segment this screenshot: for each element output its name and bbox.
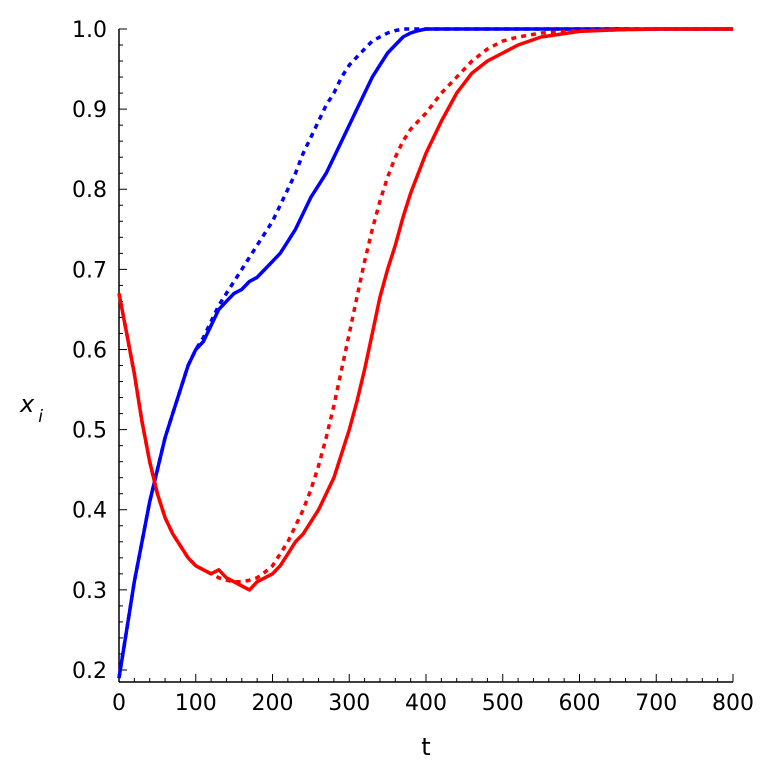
y-tick-label: 0.3 <box>72 579 107 604</box>
x-tick-label: 200 <box>252 691 294 716</box>
x-tick-label: 0 <box>112 691 126 716</box>
x-axis-title: t <box>421 733 430 761</box>
x-tick-label: 100 <box>175 691 217 716</box>
x-tick-label: 500 <box>482 691 524 716</box>
y-tick-label: 0.7 <box>72 258 107 283</box>
y-tick-label: 0.2 <box>72 659 107 684</box>
y-axis-title-subscript: i <box>38 407 43 427</box>
y-tick-label: 1.0 <box>72 18 107 43</box>
x-tick-label: 800 <box>712 691 754 716</box>
series-line-blue-solid <box>117 27 733 679</box>
x-tick-label: 400 <box>405 691 447 716</box>
y-tick-label: 0.8 <box>72 178 107 203</box>
y-tick-label: 0.6 <box>72 338 107 363</box>
axes-layer: 0 100 200 300 400 500 600 700 800 0.2 0.3 0.4 0.5 0.6… <box>72 18 754 716</box>
series-layer <box>117 27 733 679</box>
x-tick-label: 700 <box>635 691 677 716</box>
y-tick-label: 0.5 <box>72 419 107 444</box>
series-line-red-solid <box>117 27 733 592</box>
series-line-red-dotted <box>117 27 733 584</box>
y-axis-title-main: x <box>19 390 35 418</box>
x-tick-label: 300 <box>328 691 370 716</box>
y-tick-label: 0.4 <box>72 499 107 524</box>
y-tick-label: 0.9 <box>72 98 107 123</box>
x-tick-label: 600 <box>559 691 601 716</box>
series-line-blue-dotted <box>117 27 733 679</box>
